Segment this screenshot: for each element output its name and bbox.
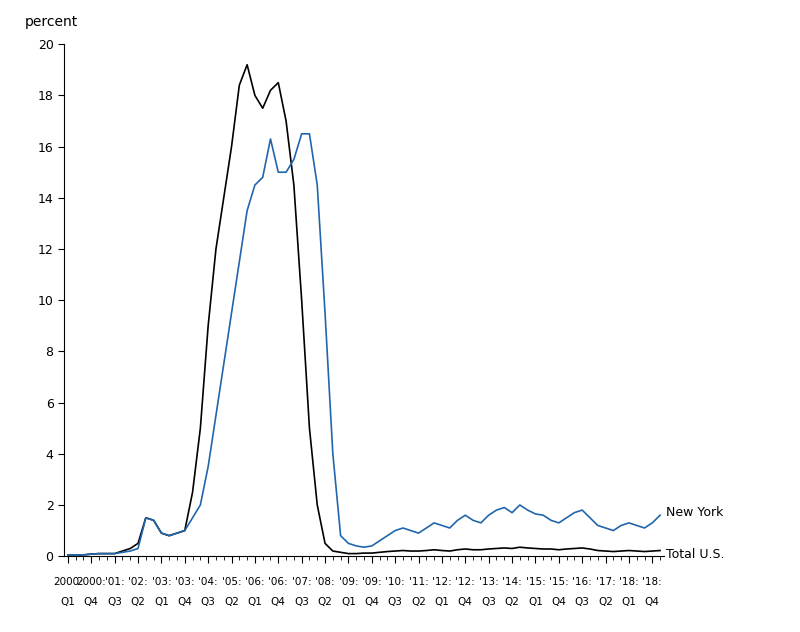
- Text: '18:: '18:: [619, 576, 639, 586]
- Text: 2000:: 2000:: [53, 576, 82, 586]
- Text: '01:: '01:: [105, 576, 125, 586]
- Text: Q1: Q1: [528, 597, 543, 607]
- Text: Q1: Q1: [341, 597, 356, 607]
- Text: Q2: Q2: [130, 597, 146, 607]
- Text: New York: New York: [666, 506, 723, 519]
- Text: Q4: Q4: [551, 597, 566, 607]
- Text: '16:: '16:: [572, 576, 592, 586]
- Text: '09:: '09:: [362, 576, 382, 586]
- Text: '11:: '11:: [409, 576, 429, 586]
- Text: Q2: Q2: [505, 597, 519, 607]
- Text: Q3: Q3: [574, 597, 590, 607]
- Text: '13:: '13:: [479, 576, 498, 586]
- Text: Q3: Q3: [201, 597, 215, 607]
- Text: '04:: '04:: [198, 576, 218, 586]
- Text: Q1: Q1: [622, 597, 636, 607]
- Text: Q3: Q3: [294, 597, 309, 607]
- Text: Q3: Q3: [388, 597, 402, 607]
- Text: Q1: Q1: [61, 597, 75, 607]
- Text: '12:: '12:: [432, 576, 452, 586]
- Text: '03:: '03:: [151, 576, 171, 586]
- Text: '08:: '08:: [315, 576, 335, 586]
- Text: 2000:: 2000:: [76, 576, 106, 586]
- Text: Q2: Q2: [224, 597, 239, 607]
- Text: Total U.S.: Total U.S.: [666, 548, 724, 561]
- Text: '10:: '10:: [386, 576, 405, 586]
- Text: Q4: Q4: [84, 597, 98, 607]
- Text: percent: percent: [25, 15, 78, 29]
- Text: Q2: Q2: [598, 597, 613, 607]
- Text: '02:: '02:: [128, 576, 148, 586]
- Text: Q4: Q4: [645, 597, 660, 607]
- Text: '12:: '12:: [455, 576, 475, 586]
- Text: '17:: '17:: [596, 576, 615, 586]
- Text: Q4: Q4: [364, 597, 379, 607]
- Text: '15:: '15:: [526, 576, 546, 586]
- Text: '14:: '14:: [502, 576, 522, 586]
- Text: Q1: Q1: [434, 597, 450, 607]
- Text: Q2: Q2: [318, 597, 333, 607]
- Text: Q1: Q1: [154, 597, 169, 607]
- Text: Q4: Q4: [178, 597, 192, 607]
- Text: '05:: '05:: [222, 576, 242, 586]
- Text: Q4: Q4: [458, 597, 473, 607]
- Text: '07:: '07:: [292, 576, 311, 586]
- Text: Q3: Q3: [482, 597, 496, 607]
- Text: '09:: '09:: [338, 576, 358, 586]
- Text: Q2: Q2: [411, 597, 426, 607]
- Text: '15:: '15:: [549, 576, 569, 586]
- Text: '06:: '06:: [245, 576, 265, 586]
- Text: Q4: Q4: [271, 597, 286, 607]
- Text: Q1: Q1: [247, 597, 262, 607]
- Text: '18:: '18:: [642, 576, 662, 586]
- Text: '06:: '06:: [269, 576, 288, 586]
- Text: Q3: Q3: [107, 597, 122, 607]
- Text: '03:: '03:: [175, 576, 194, 586]
